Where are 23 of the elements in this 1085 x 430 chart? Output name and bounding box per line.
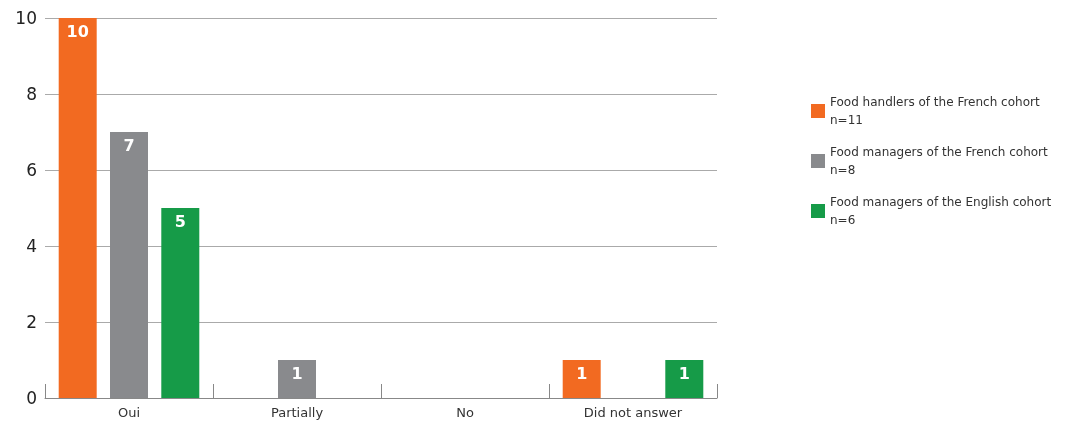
y-tick-label: 6	[26, 160, 37, 180]
x-tick-label: Oui	[117, 405, 141, 420]
data-label: 1	[291, 363, 303, 383]
bar	[562, 360, 601, 398]
legend-label: Food handlers of the French cohort n=11	[830, 95, 1040, 127]
data-label: 7	[123, 135, 135, 155]
data-label: 10	[66, 21, 89, 41]
x-tick-label: Did not answer	[583, 405, 683, 420]
bar	[161, 208, 200, 398]
y-tick-label: 0	[26, 388, 37, 408]
legend-label: Food managers of the French cohort n=8	[830, 145, 1049, 177]
bar	[58, 18, 97, 398]
y-tick-label: 10	[15, 8, 37, 28]
x-tick-label: Partially	[270, 405, 324, 420]
y-tick-label: 8	[26, 84, 37, 104]
y-tick-label: 2	[26, 312, 37, 332]
y-tick-label: 4	[26, 236, 37, 256]
data-label: 5	[174, 211, 186, 231]
x-tick-label: No	[456, 405, 474, 420]
bar	[665, 360, 704, 398]
data-label: 1	[678, 363, 690, 383]
legend-label: Food managers of the English cohort n=6	[830, 195, 1052, 227]
data-label: 1	[576, 363, 588, 383]
